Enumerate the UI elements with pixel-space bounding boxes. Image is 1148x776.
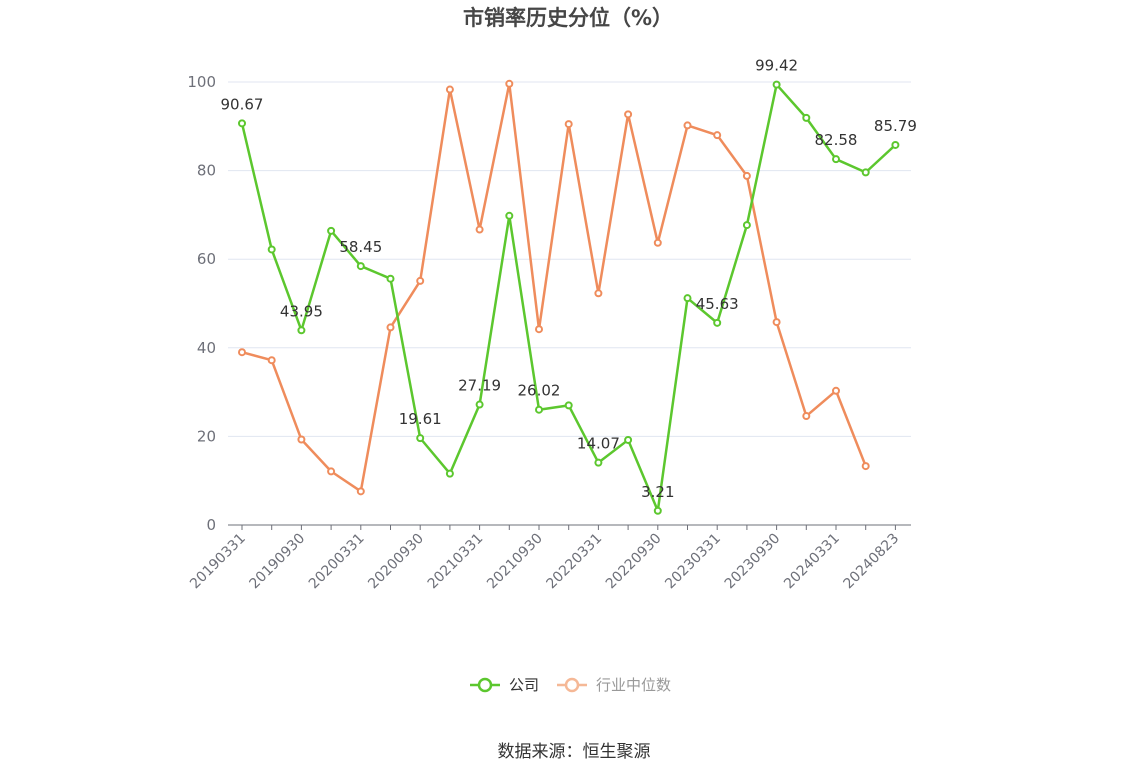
data-point [356, 262, 365, 271]
x-tick-label: 20240331 [781, 531, 843, 593]
data-point [683, 121, 692, 130]
grid [228, 81, 911, 437]
data-point [535, 325, 543, 334]
y-tick-label: 40 [197, 339, 216, 357]
data-point [742, 221, 751, 230]
data-point [475, 400, 484, 409]
y-tick-label: 20 [197, 427, 216, 445]
y-tick-label: 0 [206, 516, 216, 534]
data-point [772, 80, 781, 89]
data-point [653, 506, 662, 515]
data-point [505, 211, 514, 220]
x-tick-label: 20200331 [306, 531, 368, 593]
data-point [594, 458, 603, 467]
legend[interactable]: 公司 行业中位数 [470, 676, 671, 694]
data-point [535, 405, 543, 414]
data-label: 45.63 [696, 295, 739, 313]
data-label: 43.95 [280, 302, 323, 320]
data-point [653, 238, 662, 247]
data-point [416, 276, 425, 285]
data-point [327, 467, 336, 476]
data-point [802, 113, 811, 122]
series-line-company [240, 83, 897, 513]
x-tick-label: 20240823 [841, 531, 903, 593]
data-point [505, 79, 514, 88]
data-point [594, 289, 603, 298]
data-point [564, 120, 573, 129]
data-point [416, 434, 425, 443]
legend-label: 公司 [509, 676, 539, 694]
data-point [564, 401, 573, 410]
data-point [445, 85, 454, 94]
data-labels: 90.67 43.95 58.45 19.61 27.19 26.02 14.07 3.21 4… [221, 57, 917, 501]
series-layer [238, 79, 900, 515]
data-point [238, 119, 246, 128]
x-tick-label: 20190930 [247, 531, 309, 593]
x-tick-label: 20230331 [662, 531, 724, 593]
x-tick-label: 20220331 [544, 531, 606, 593]
series-line-industry-median [241, 82, 867, 493]
x-tick-label: 20220930 [603, 531, 665, 593]
data-point [297, 326, 306, 335]
data-point [267, 356, 276, 365]
data-point [624, 110, 633, 119]
chart-title: 市销率历史分位（%） [463, 6, 673, 30]
y-tick-label: 100 [187, 73, 216, 91]
data-label: 14.07 [577, 435, 620, 453]
legend-item-industry-median[interactable]: 行业中位数 [557, 676, 671, 694]
data-point [861, 168, 870, 177]
legend-marker [477, 677, 493, 693]
data-point [891, 140, 900, 149]
data-point [297, 435, 306, 444]
data-point [238, 348, 246, 357]
data-point [832, 386, 840, 395]
data-point [683, 294, 692, 303]
data-point [386, 323, 395, 332]
legend-marker [564, 677, 580, 693]
data-point [832, 155, 840, 164]
data-point [445, 469, 454, 478]
data-label: 82.58 [815, 131, 858, 149]
x-tick-label: 20230930 [722, 531, 784, 593]
x-tick-label: 20210930 [484, 531, 546, 593]
data-label: 27.19 [458, 377, 501, 395]
data-point [267, 245, 276, 254]
data-label: 3.21 [641, 483, 674, 501]
data-point [327, 226, 336, 235]
data-point [802, 412, 811, 421]
data-point [386, 274, 395, 283]
data-label: 58.45 [339, 238, 382, 256]
data-point [772, 318, 781, 327]
y-axis: 0 20 40 60 80 100 [187, 73, 216, 534]
data-point [624, 435, 633, 444]
data-label: 19.61 [399, 410, 442, 428]
legend-item-company[interactable]: 公司 [470, 676, 539, 694]
source-text: 数据来源：恒生聚源 [498, 742, 651, 762]
data-label: 26.02 [518, 382, 561, 400]
x-tick-label: 20190331 [187, 531, 249, 593]
data-label: 90.67 [221, 95, 264, 113]
x-tick-label: 20210331 [425, 531, 487, 593]
legend-label: 行业中位数 [596, 676, 671, 694]
data-point [742, 171, 751, 180]
data-label: 85.79 [874, 117, 917, 135]
data-point [475, 225, 484, 234]
data-point [713, 318, 722, 327]
data-point [861, 462, 870, 471]
data-point [713, 131, 722, 140]
x-tick-label: 20200930 [365, 531, 427, 593]
y-tick-label: 80 [197, 162, 216, 180]
x-axis: 2019033120190930202003312020093020210331… [187, 524, 911, 593]
data-point [356, 487, 365, 496]
data-label: 99.42 [755, 57, 798, 75]
y-tick-label: 60 [197, 250, 216, 268]
